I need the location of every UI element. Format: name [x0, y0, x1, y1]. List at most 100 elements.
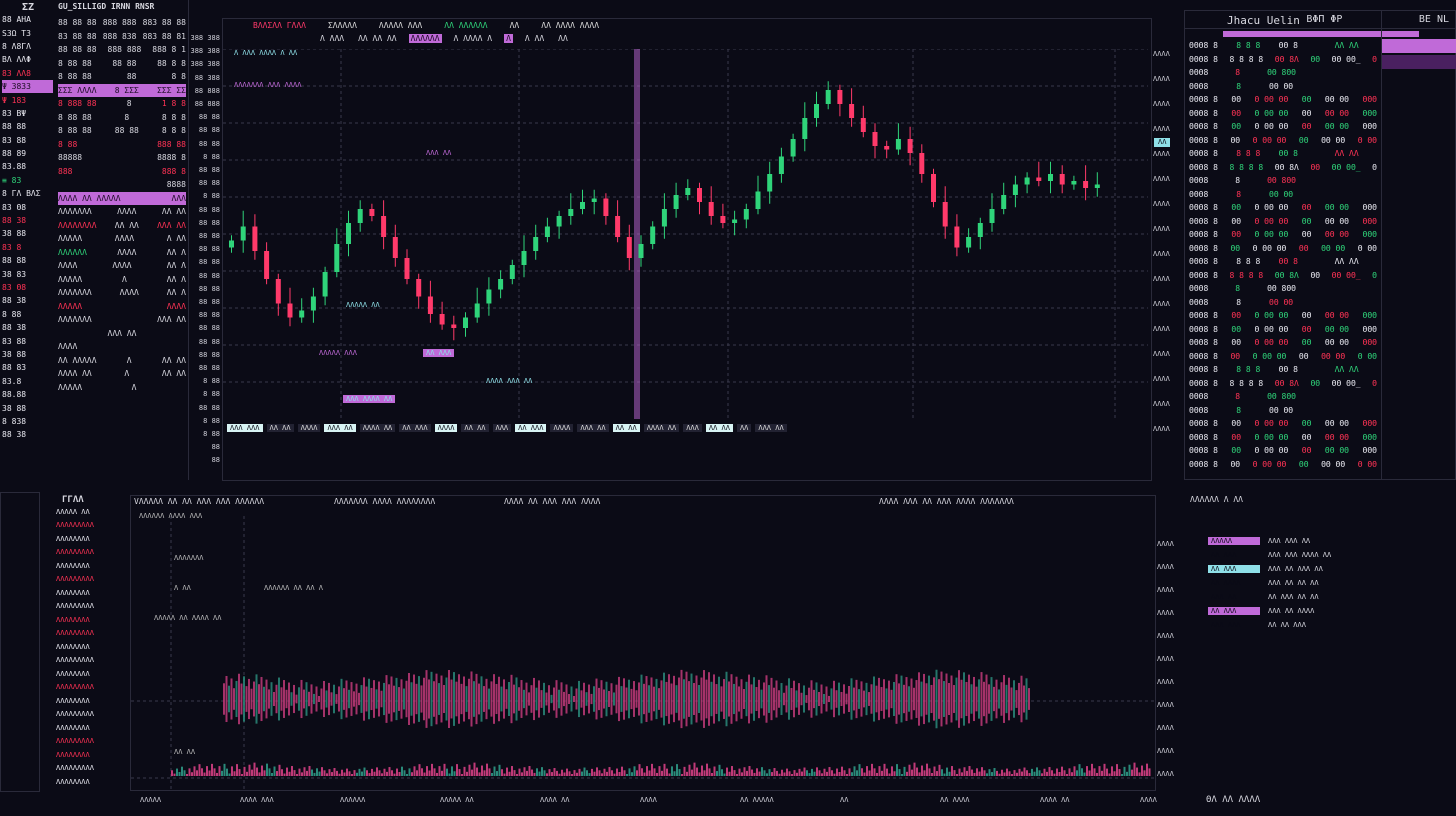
mini-row[interactable]: 83 Θ8 — [2, 202, 27, 212]
order-book-row[interactable]: 88 88 88 888 888 888 8 1 — [58, 43, 186, 57]
indicator-chip[interactable]: ΛΛΛΛ — [297, 424, 321, 432]
mini-row[interactable]: 88 88 — [2, 122, 27, 132]
alert-row[interactable]: ΛΛΛ ΛΛ ΛΛ ΛΛΛ ΛΛ ΛΛ — [1186, 590, 1456, 604]
trade-row[interactable]: ΘΘΘ8 8 8 8 8 ΘΘ 8 ΛΛ ΛΛ — [1189, 363, 1377, 377]
mini-row[interactable]: 8 88 — [2, 309, 22, 319]
mini-row[interactable]: 88 38 — [2, 216, 27, 226]
chart-tab[interactable]: Λ ΛΛ — [524, 34, 545, 43]
mini-row[interactable]: 83 8 — [2, 242, 22, 252]
indicator-chip[interactable]: ΛΛ ΛΛΛ — [515, 424, 547, 432]
mini-row[interactable]: Ψ 3833 — [2, 79, 53, 94]
bottom-list-item[interactable]: ΛΛΛΛΛΛΛΛ — [56, 723, 90, 732]
alert-row[interactable]: ΛΛΛ ΛΛΛ ΛΛ ΛΛ ΛΛΛ — [1186, 618, 1456, 632]
bottom-list-item[interactable]: ΛΛΛΛΛΛΛΛΛ — [56, 656, 94, 665]
order-book-row[interactable]: ΛΛΛΛΛ Λ — [58, 381, 186, 395]
mini-row[interactable]: 83 ΒΨ — [2, 108, 27, 118]
mini-row[interactable]: ΒΛ ΛΛΦ — [2, 55, 31, 65]
mini-row[interactable]: 38 88 — [2, 229, 27, 239]
order-book-row[interactable]: ΣΣΣ ΛΛΛΛ 8 ΣΣΣ ΣΣΣ ΣΣ — [58, 83, 186, 97]
order-book-row[interactable]: 8 88 88 8 8 8 8 — [58, 111, 186, 125]
mini-row[interactable]: 83 Θ8 — [2, 283, 27, 292]
trade-row[interactable]: ΘΘΘ8 8 ΘΘ Θ ΘΘ ΘΘ ΘΘ ΘΘ ΘΘ Θ ΘΘ — [1189, 350, 1377, 364]
trade-row[interactable]: ΘΘΘ8 8 ΘΘ Θ ΘΘ ΘΘ ΘΘ ΘΘ ΘΘ ΘΘΘ — [1189, 417, 1377, 431]
bottom-list-item[interactable]: ΛΛΛΛΛΛΛΛΛ — [56, 521, 94, 530]
indicator-chip[interactable]: ΛΛΛ ΛΛΛ — [227, 424, 263, 432]
toolbar-item[interactable]: ΛΛΛΛΛ ΛΛΛ — [378, 21, 423, 30]
trade-row[interactable]: ΘΘΘ8 8 ΘΘ Θ ΘΘ ΘΘ ΘΘ ΘΘ ΘΘ ΘΘΘ — [1189, 323, 1377, 337]
order-book-row[interactable]: ΛΛΛΛ — [58, 340, 186, 354]
order-book-row[interactable]: ΛΛΛ ΛΛ — [58, 327, 186, 341]
indicator-chip[interactable]: ΛΛΛ — [683, 424, 702, 432]
bottom-list-item[interactable]: ΛΛΛΛΛΛΛΛΛ — [56, 548, 94, 557]
trade-row[interactable]: ΘΘΘ8 8 8 8 8 ΘΘ 8 ΛΛ ΛΛ — [1189, 147, 1377, 161]
mini-row[interactable]: 8 838 — [2, 416, 27, 426]
toolbar-item[interactable]: ΛΛ ΛΛΛΛ ΛΛΛΛ — [541, 21, 600, 30]
bottom-list-item[interactable]: ΛΛΛΛΛΛΛΛ — [56, 642, 90, 651]
trade-row[interactable]: ΘΘΘ8 8 ΘΘ Θ ΘΘ ΘΘ ΘΘ ΘΘ ΘΘ ΘΘΘ — [1189, 107, 1377, 121]
trade-row[interactable]: ΘΘΘ8 8 ΘΘ ΘΘ — [1189, 80, 1377, 94]
mini-row[interactable]: 38 88 — [2, 403, 27, 413]
chart-tab[interactable]: Λ — [504, 34, 513, 43]
order-book-row[interactable]: ΛΛΛΛΛ ΛΛΛΛ — [58, 300, 186, 314]
trade-row[interactable]: ΘΘΘ8 8 8 8 8 8 ΘΘ 8Λ ΘΘ ΘΘ ΘΘ_ Θ — [1189, 161, 1377, 175]
mini-row[interactable]: Ψ 183 — [2, 95, 27, 105]
trade-row[interactable]: ΘΘΘ8 8 ΘΘ Θ ΘΘ ΘΘ ΘΘ ΘΘ ΘΘ Θ ΘΘ — [1189, 134, 1377, 148]
indicator-chip[interactable]: ΛΛ ΛΛ — [612, 424, 640, 432]
trade-row[interactable]: ΘΘΘ8 8 ΘΘ 8ΘΘ — [1189, 390, 1377, 404]
mini-row[interactable]: 88 38 — [2, 296, 27, 306]
order-book-row[interactable]: ΛΛΛΛΛΛΛΛ ΛΛ ΛΛ ΛΛΛ ΛΛ — [58, 219, 186, 233]
trades-badge[interactable]: ΒΦΠ ΦΡ — [1306, 14, 1343, 25]
bottom-list-item[interactable]: ΛΛΛΛΛΛΛΛ — [56, 750, 90, 759]
order-book-row[interactable]: ΛΛΛΛΛ Λ ΛΛ Λ — [58, 273, 186, 287]
indicator-chip[interactable]: ΛΛ ΛΛ — [705, 424, 733, 432]
order-book-row[interactable]: 8 88 88 88 88 8 8 8 — [58, 124, 186, 138]
mini-row[interactable]: 8 Λ8ΓΛ — [2, 41, 31, 51]
trade-row[interactable]: ΘΘΘ8 8 8 8 8 8 ΘΘ 8Λ ΘΘ ΘΘ ΘΘ_ Θ — [1189, 53, 1377, 67]
order-book-row[interactable]: ΛΛ ΛΛΛΛΛ Λ ΛΛ ΛΛ — [58, 354, 186, 368]
bottom-list-item[interactable]: ΛΛΛΛΛΛΛΛΛ — [56, 764, 94, 773]
mini-row[interactable]: 83 88 — [2, 135, 27, 145]
indicator-chip[interactable]: ΛΛΛ ΛΛ — [755, 424, 787, 432]
chart-tab[interactable]: ΛΛ ΛΛ ΛΛ — [358, 34, 397, 43]
trade-row[interactable]: ΘΘΘ8 8 ΘΘ ΘΘ — [1189, 188, 1377, 202]
trade-row[interactable]: ΘΘΘ8 8 ΘΘ Θ ΘΘ ΘΘ ΘΘ ΘΘ ΘΘ ΘΘΘ — [1189, 431, 1377, 445]
bottom-list-item[interactable]: ΛΛΛΛΛΛΛΛΛ — [56, 602, 94, 611]
alert-button[interactable]: ΛΛ ΛΛΛ — [1208, 607, 1260, 615]
toolbar-item[interactable]: ΒΛΛΣΛΛ ΓΛΛΛ — [253, 21, 306, 30]
toolbar-item[interactable]: ΛΛ ΛΛΛΛΛΛ — [444, 21, 488, 30]
indicator-chip[interactable]: ΛΛ ΛΛΛ — [399, 424, 431, 432]
mini-row[interactable]: 83 88 — [2, 336, 27, 346]
indicator-chip[interactable]: ΛΛΛ ΛΛ — [577, 424, 609, 432]
alert-row[interactable]: ΛΛ ΛΛΛ ΛΛΛ ΛΛΛ ΛΛΛΛ ΛΛ — [1186, 548, 1456, 562]
order-book-row[interactable]: 8 88 888 88 — [58, 138, 186, 152]
bottom-list-item[interactable]: ΛΛΛΛΛΛΛΛΛ — [56, 575, 94, 584]
alert-row[interactable]: ΛΛ ΛΛΛΛ ΛΛΛ ΛΛ ΛΛ ΛΛ — [1186, 576, 1456, 590]
order-book-row[interactable]: 8 88 88 88 8 8 — [58, 70, 186, 84]
indicator-chip[interactable]: ΛΛΛ — [492, 424, 512, 432]
order-book-row[interactable]: 83 88 88 888 838 883 88 81 — [58, 30, 186, 44]
bottom-list-item[interactable]: ΛΛΛΛΛΛΛΛ — [56, 777, 90, 786]
trade-row[interactable]: ΘΘΘ8 8 ΘΘ Θ ΘΘ ΘΘ ΘΘ ΘΘ ΘΘ ΘΘΘ — [1189, 444, 1377, 458]
bottom-list-item[interactable]: ΛΛΛΛΛ ΛΛ — [56, 507, 90, 516]
trade-row[interactable]: ΘΘΘ8 8 ΘΘ Θ ΘΘ ΘΘ ΘΘ ΘΘ ΘΘ ΘΘΘ — [1189, 93, 1377, 107]
indicator-chip[interactable]: ΛΛΛΛ — [434, 424, 458, 432]
chart-tab[interactable]: Λ ΛΛΛ — [320, 34, 345, 43]
alert-row[interactable]: ΛΛ ΛΛΛ ΛΛΛ ΛΛ ΛΛΛΛ — [1186, 604, 1456, 618]
trade-row[interactable]: ΘΘΘ8 8 8 8 8 ΘΘ 8 ΛΛ ΛΛ — [1189, 39, 1377, 53]
trade-row[interactable]: ΘΘΘ8 8 ΘΘ Θ ΘΘ ΘΘ ΘΘ ΘΘ ΘΘ Θ ΘΘ — [1189, 242, 1377, 256]
indicator-chip[interactable]: ΛΛΛ ΛΛ — [324, 424, 356, 432]
toolbar-item[interactable]: ΣΛΛΛΛΛ — [327, 21, 357, 30]
mini-row[interactable]: 88 AHA — [2, 15, 31, 25]
bottom-list-item[interactable]: ΛΛΛΛΛΛΛΛ — [56, 534, 90, 543]
trade-row[interactable]: ΘΘΘ8 8 ΘΘ 8ΘΘ — [1189, 174, 1377, 188]
trade-row[interactable]: ΘΘΘ8 8 ΘΘ Θ ΘΘ ΘΘ ΘΘ ΘΘ ΘΘ ΘΘΘ — [1189, 120, 1377, 134]
alert-button[interactable]: ΛΛ ΛΛΛ — [1211, 551, 1237, 559]
alert-button[interactable]: ΛΛΛ ΛΛΛ — [1211, 621, 1241, 629]
mini-row[interactable]: 88 38 — [2, 430, 27, 440]
order-book-row[interactable]: 88888 8888 8 — [58, 151, 186, 165]
order-book-row[interactable]: ΛΛΛΛ ΛΛΛΛ ΛΛ Λ — [58, 259, 186, 273]
indicator-chip[interactable]: ΛΛΛΛ ΛΛ — [359, 424, 396, 432]
chart-tab[interactable]: ΛΛΛΛΛΛ — [408, 34, 442, 43]
